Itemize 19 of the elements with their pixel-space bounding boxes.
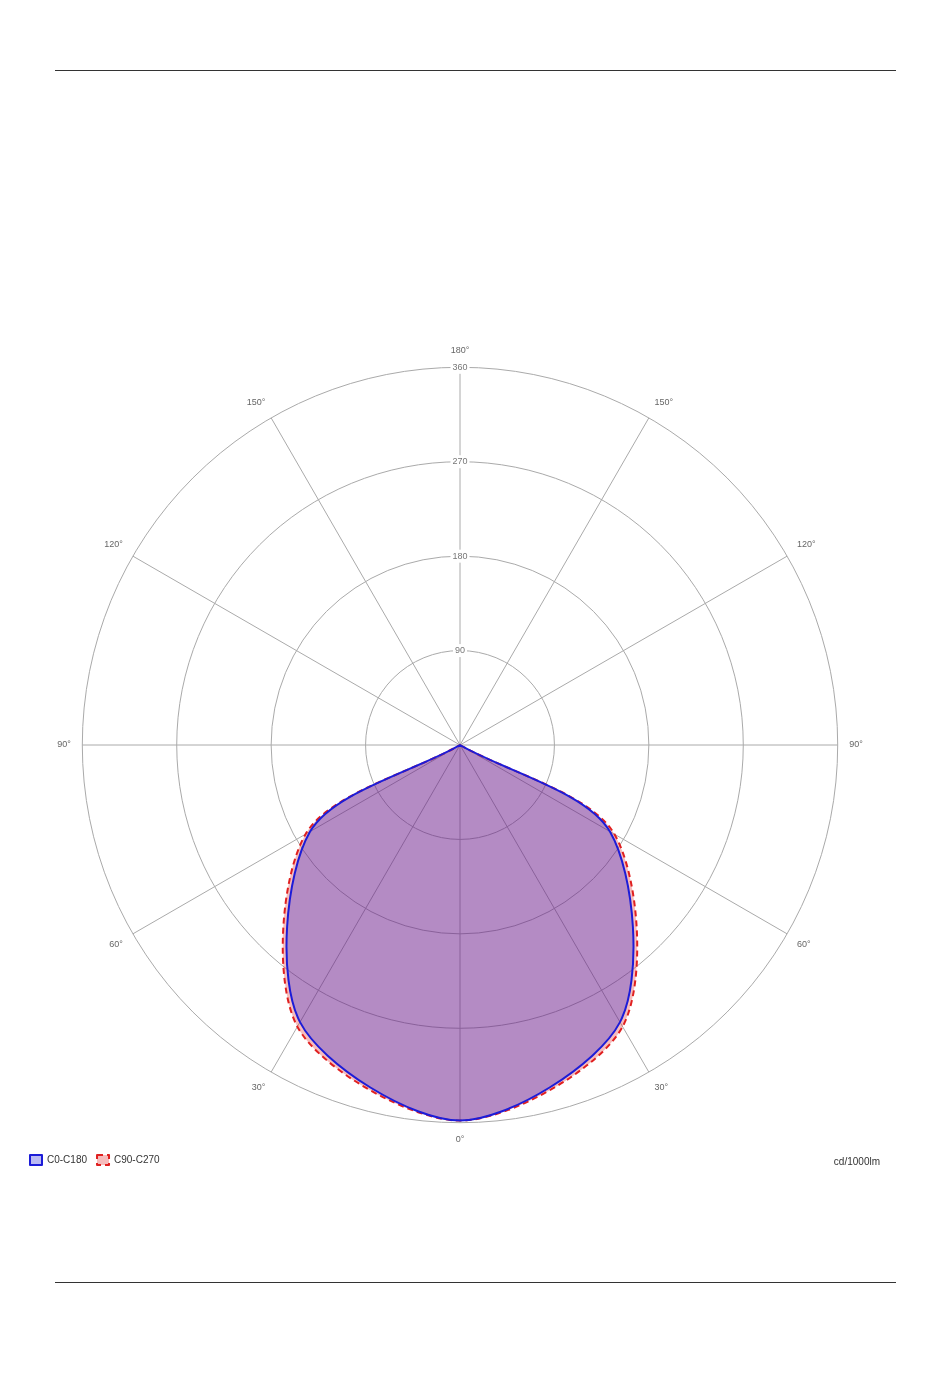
spoke-label: 150° bbox=[654, 397, 674, 408]
y-tick-label: 360 bbox=[452, 361, 468, 372]
spoke-label: 60° bbox=[797, 939, 812, 950]
spoke-label: 30° bbox=[251, 1081, 266, 1092]
text: cd/1000lm bbox=[833, 1155, 880, 1167]
y-tick-label: 270 bbox=[452, 456, 468, 467]
spoke-label: 180° bbox=[450, 344, 470, 355]
spoke-label: 0° bbox=[455, 1134, 465, 1145]
legend-label: C90-C270 bbox=[114, 1153, 161, 1165]
spoke-label: 120° bbox=[797, 539, 817, 550]
spoke-label: 150° bbox=[246, 397, 266, 408]
y-tick-label: 180 bbox=[452, 550, 468, 561]
spoke-label: 30° bbox=[654, 1081, 669, 1092]
spoke-label: 120° bbox=[104, 539, 124, 550]
spoke-label: 90° bbox=[849, 739, 864, 750]
spoke-label: 60° bbox=[109, 939, 124, 950]
spoke-label: 90° bbox=[57, 739, 72, 750]
legend-label: C0-C180 bbox=[47, 1153, 88, 1165]
y-tick-label: 90 bbox=[454, 645, 466, 656]
